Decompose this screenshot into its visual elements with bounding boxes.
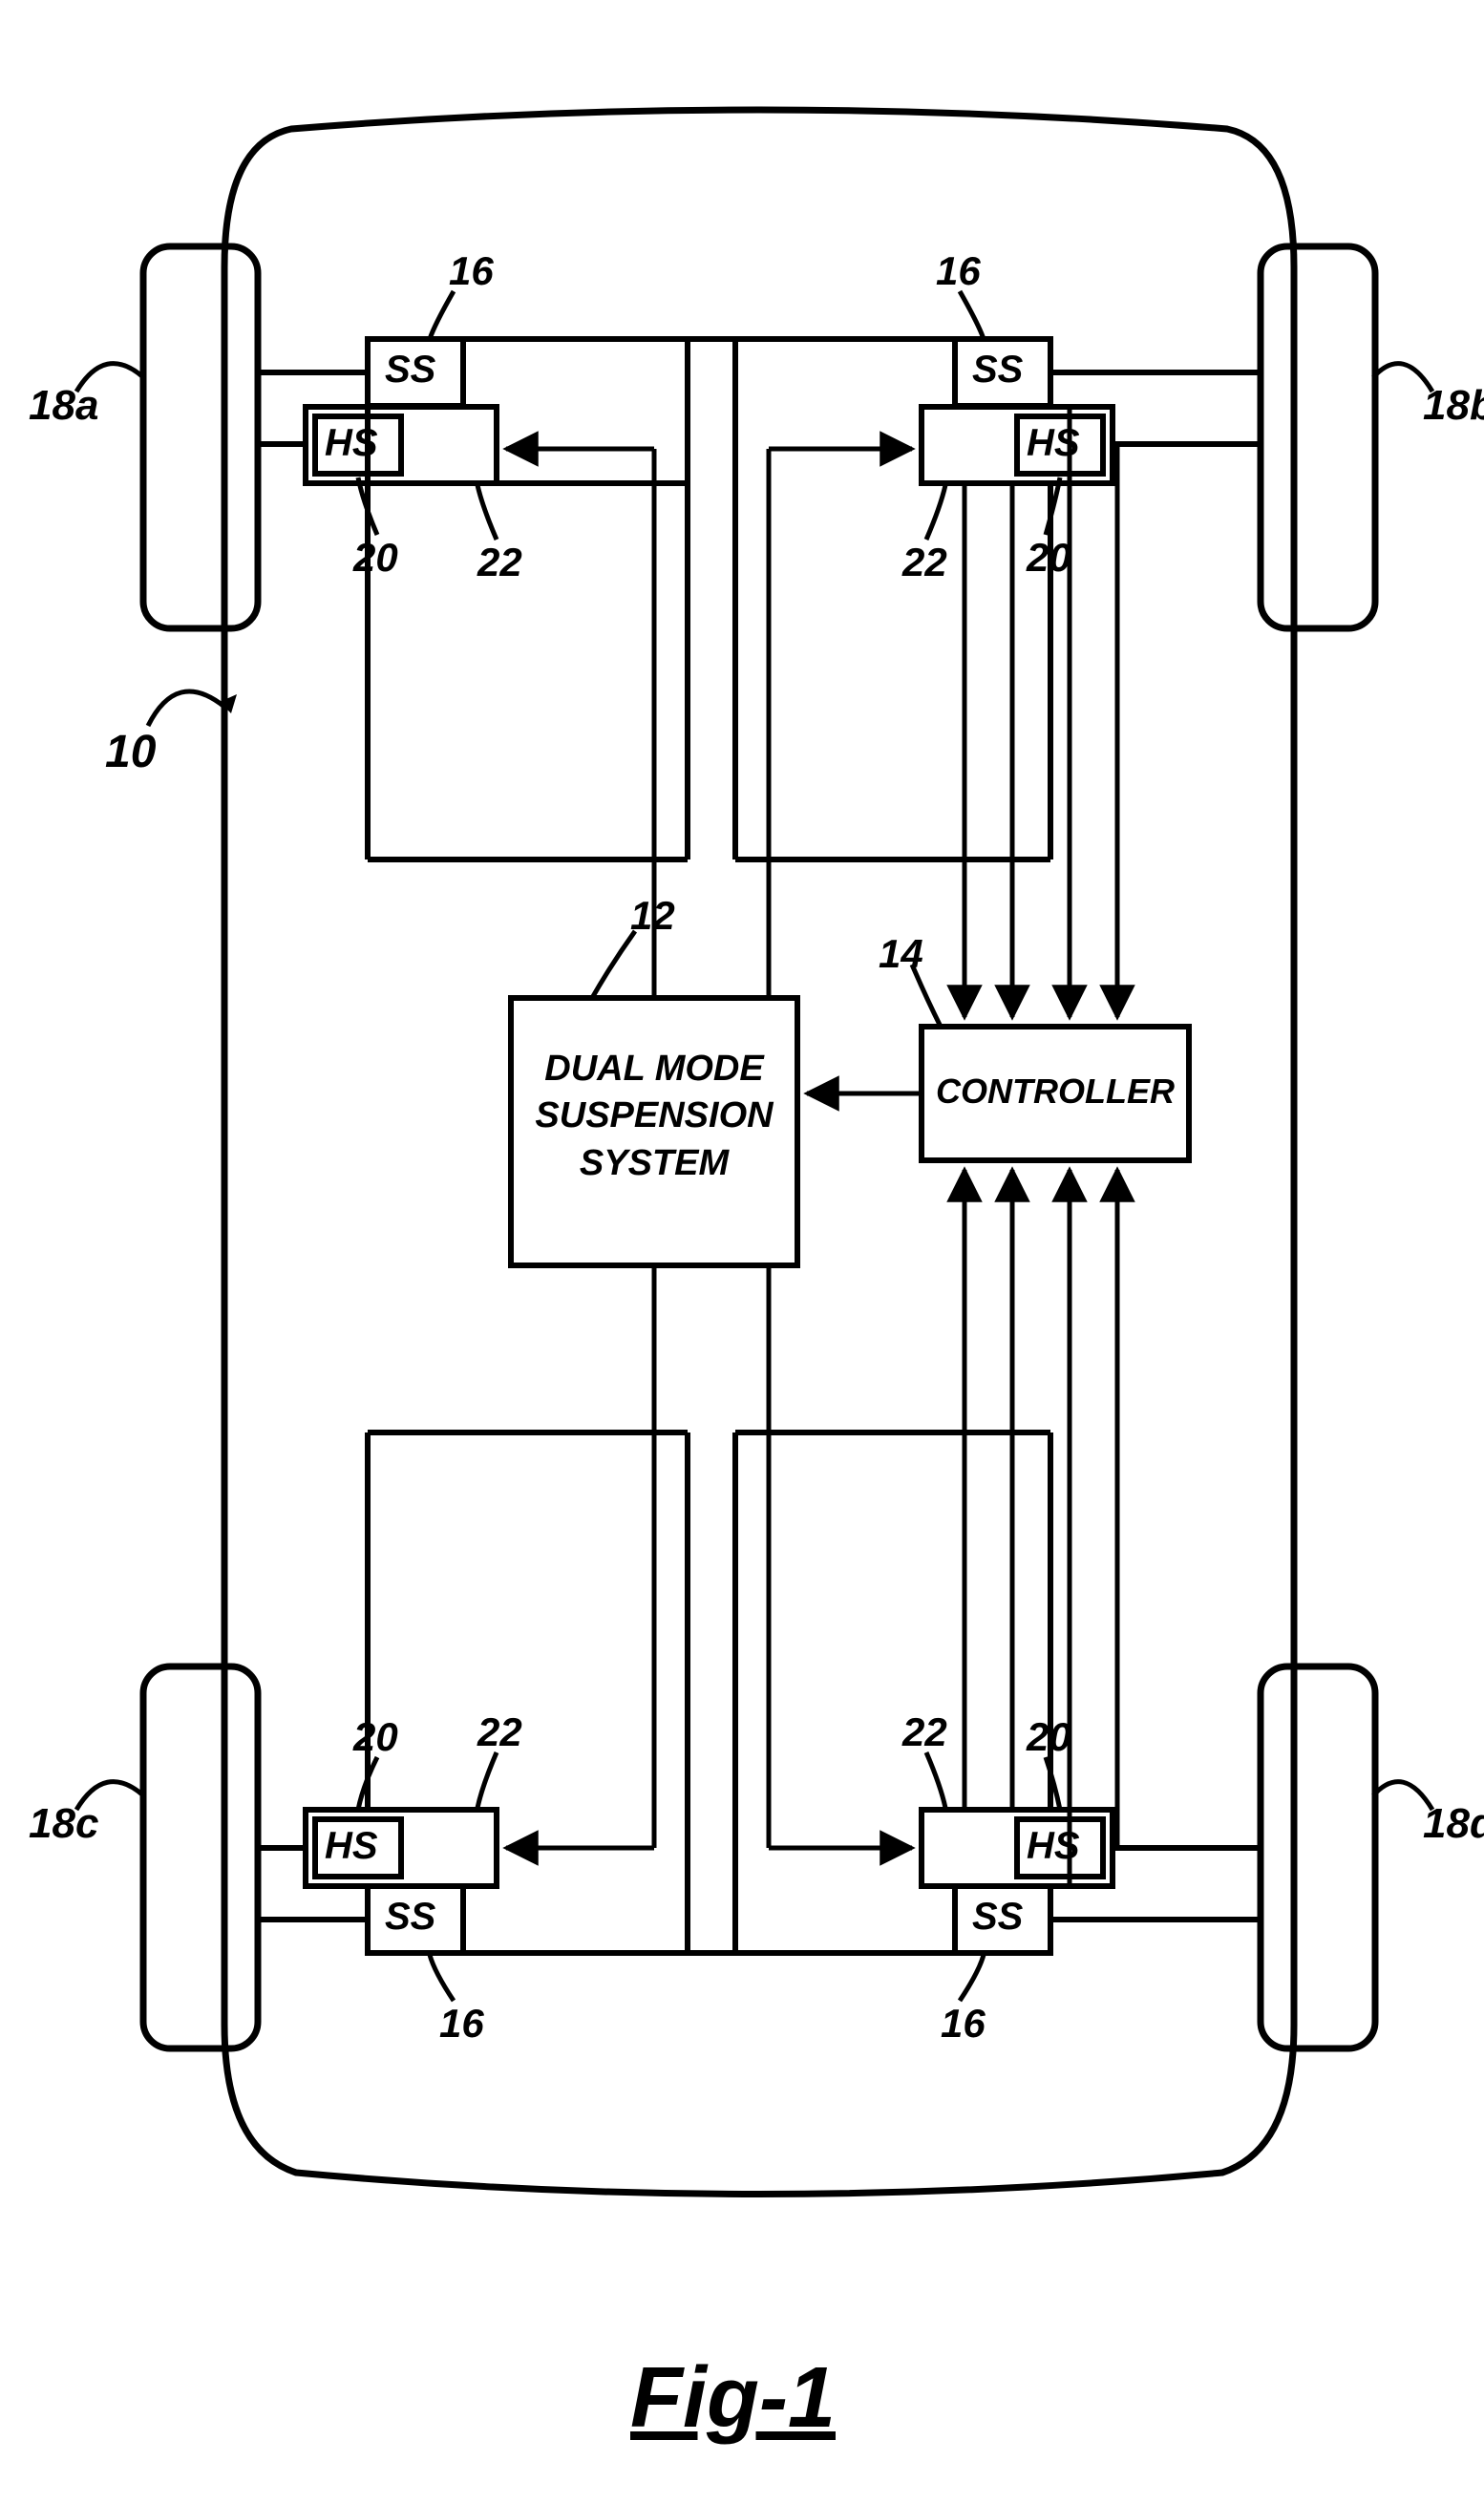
ref-16-rr: 16 [941, 2001, 986, 2047]
wheel-fr [1261, 246, 1375, 628]
ref-20-fl: 20 [353, 535, 398, 581]
ref-20-rl: 20 [353, 1714, 398, 1760]
leader-10 [148, 691, 224, 726]
ref-18c: 18c [29, 1800, 98, 1848]
wheel-rr [1261, 1666, 1375, 2048]
leader-12 [592, 931, 635, 998]
ss-label-fl: SS [385, 349, 435, 392]
ref-22-rl: 22 [477, 1709, 522, 1755]
leader-16-fr [960, 291, 984, 339]
wheel-rl [143, 1666, 258, 2048]
ss-label-fr: SS [972, 349, 1023, 392]
dual-mode-label: DUAL MODE SUSPENSION SYSTEM [520, 1046, 788, 1187]
hs-label-fl: HS [325, 422, 378, 465]
controller-label: CONTROLLER [926, 1070, 1184, 1114]
ref-16-rl: 16 [439, 2001, 484, 2047]
ref-16-fl: 16 [449, 248, 494, 294]
ref-18d: 18d [1423, 1800, 1484, 1848]
hs-label-fr: HS [1027, 422, 1080, 465]
hs-label-rl: HS [325, 1825, 378, 1868]
leader-16-fl [430, 291, 454, 339]
ref-20-fr: 20 [1027, 535, 1071, 581]
ref-16-fr: 16 [936, 248, 981, 294]
ref-22-fr: 22 [902, 540, 947, 585]
ref-12: 12 [630, 893, 675, 939]
ref-18b: 18b [1423, 382, 1484, 430]
hs-label-rr: HS [1027, 1825, 1080, 1868]
ss-label-rr: SS [972, 1896, 1023, 1939]
ref-18a: 18a [29, 382, 98, 430]
cover [286, 487, 1146, 869]
leader-22-rr [926, 1752, 945, 1808]
ref-14: 14 [879, 931, 923, 977]
leader-22-rl [477, 1752, 497, 1808]
leader-16-rl [430, 1955, 454, 2001]
ss-label-rl: SS [385, 1896, 435, 1939]
ref-22-rr: 22 [902, 1709, 947, 1755]
wheel-fl [143, 246, 258, 628]
ref-22-fl: 22 [477, 540, 522, 585]
diagram-svg [0, 0, 1484, 2504]
leader-16-rr [960, 1955, 984, 2001]
ref-20-rr: 20 [1027, 1714, 1071, 1760]
figure-title: Fig-1 [630, 2349, 836, 2448]
diagram-stage: SS HS SS HS SS HS SS HS DUAL MODE SUSPEN… [0, 0, 1484, 2504]
ref-10: 10 [105, 726, 156, 778]
